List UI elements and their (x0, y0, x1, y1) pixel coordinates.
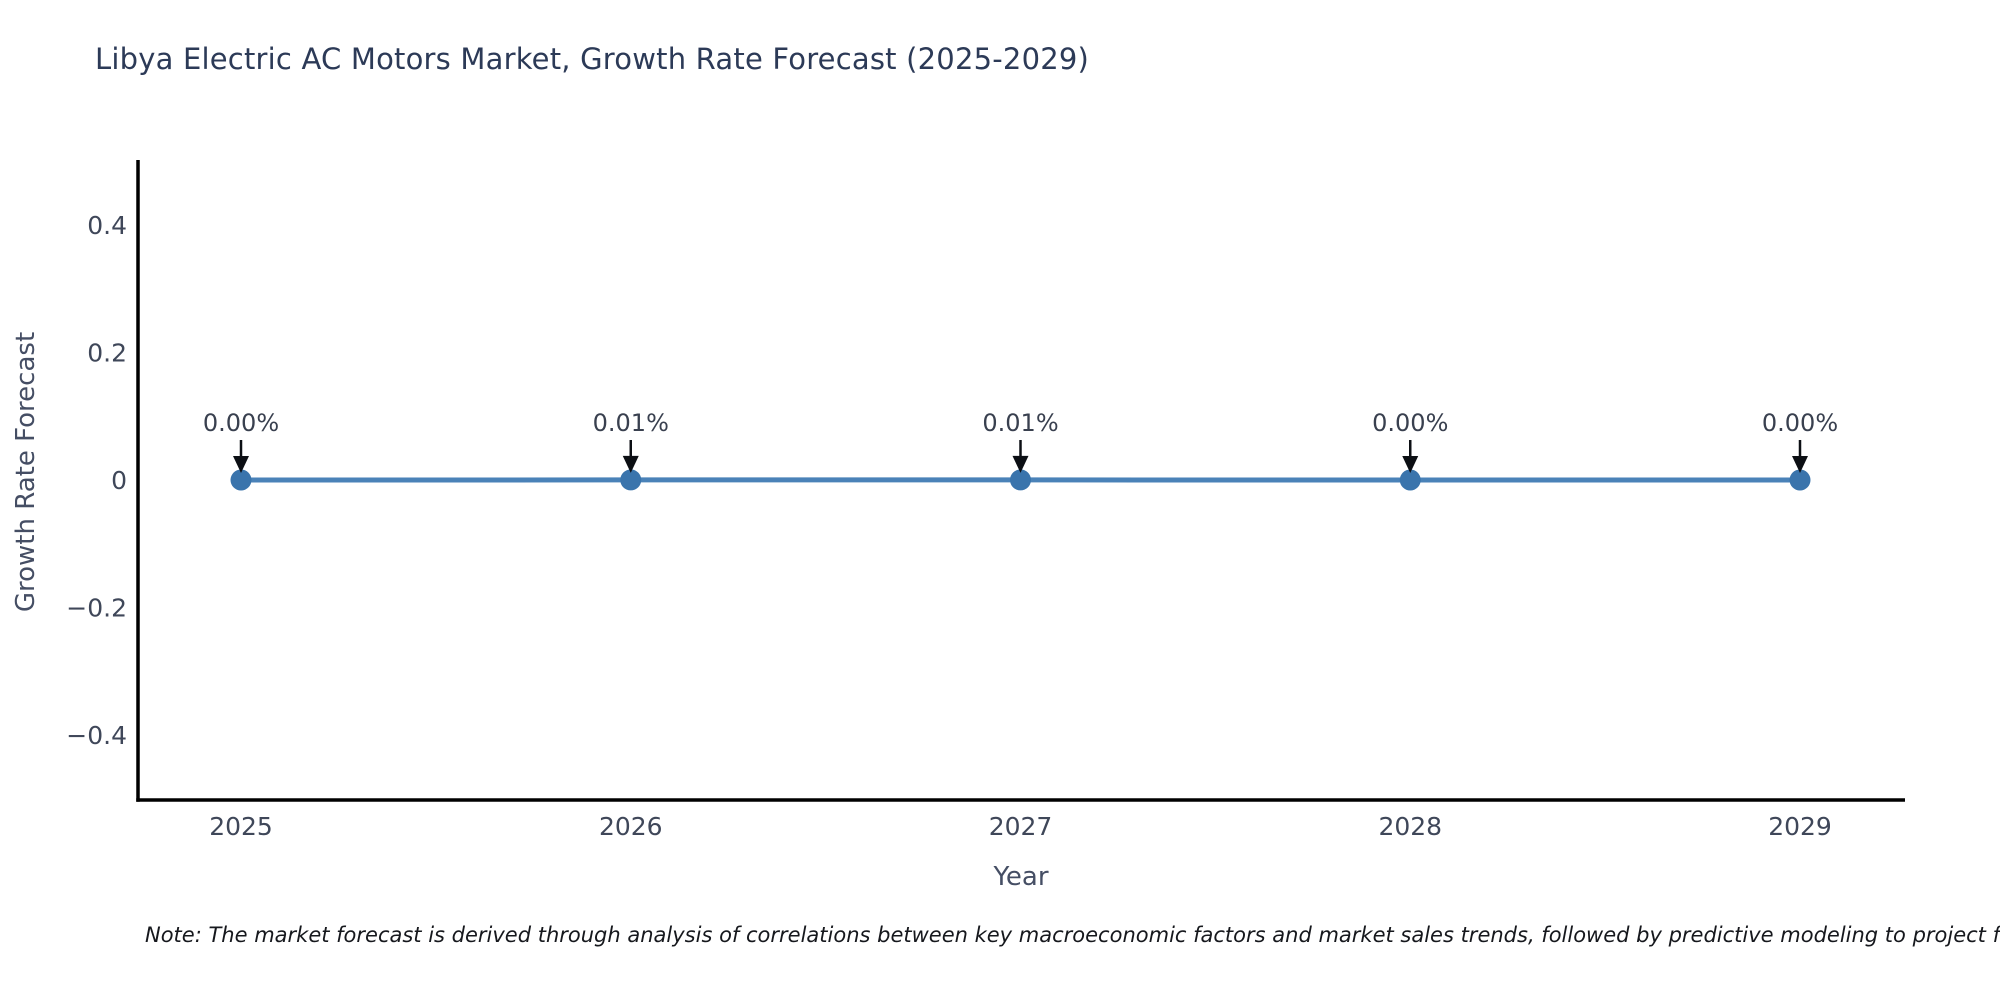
y-tick-label: 0.4 (87, 211, 127, 240)
data-point-label: 0.00% (1372, 409, 1448, 437)
y-tick-label: −0.2 (66, 594, 127, 623)
data-point-label: 0.00% (1762, 409, 1838, 437)
annotation-arrowhead (1792, 456, 1808, 473)
x-tick-label: 2027 (989, 812, 1053, 841)
y-tick-label: 0.2 (87, 339, 127, 368)
data-point-marker (620, 469, 642, 491)
x-tick-label: 2026 (599, 812, 663, 841)
y-tick-label: 0 (111, 466, 127, 495)
footnote: Note: The market forecast is derived thr… (145, 923, 2000, 947)
x-tick-label: 2028 (1378, 812, 1442, 841)
annotation-arrowhead (1012, 455, 1029, 473)
data-point-marker (1010, 469, 1031, 491)
x-axis-title: Year (993, 862, 1049, 892)
data-point-marker (1789, 469, 1811, 491)
data-point-marker (1399, 469, 1421, 491)
annotation-arrowhead (1402, 456, 1419, 473)
x-tick-label: 2029 (1768, 812, 1832, 841)
x-tick-label: 2025 (209, 812, 273, 841)
data-point-label: 0.01% (593, 409, 669, 437)
data-point-marker (230, 469, 252, 491)
chart-title: Libya Electric AC Motors Market, Growth … (95, 42, 1090, 76)
annotation-arrowhead (622, 455, 639, 473)
data-point-label: 0.00% (203, 409, 279, 437)
data-point-label: 0.01% (982, 409, 1058, 437)
y-tick-label: −0.4 (66, 721, 127, 750)
annotation-arrowhead (233, 456, 249, 473)
